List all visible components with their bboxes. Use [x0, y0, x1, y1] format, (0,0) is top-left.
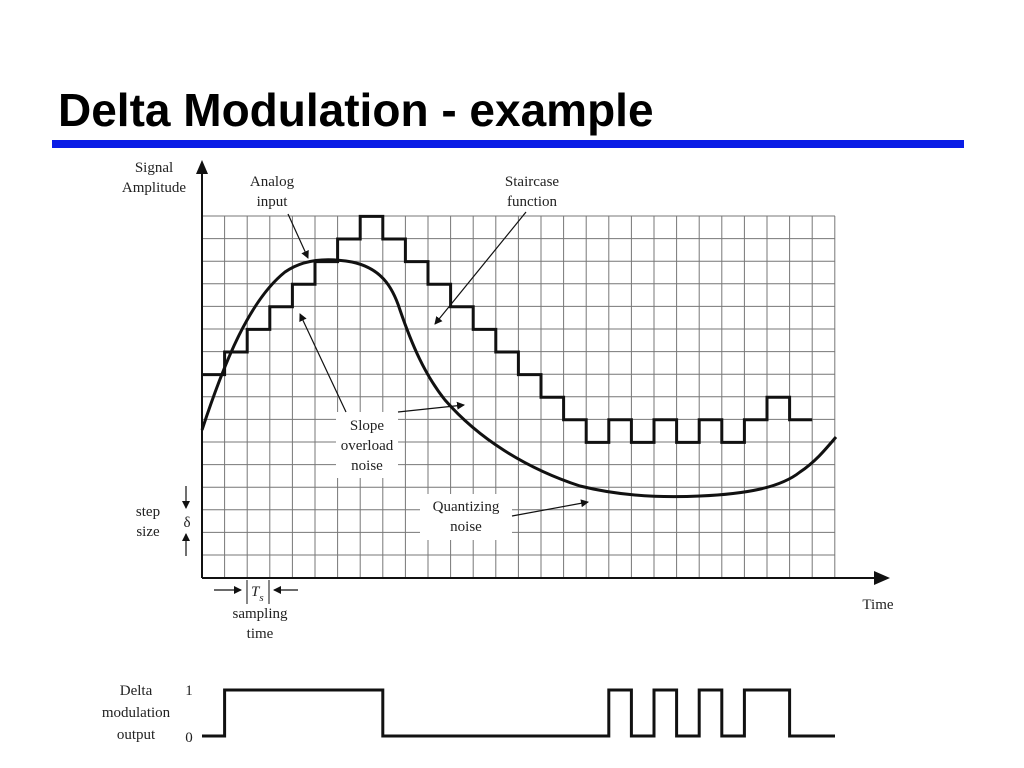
sampling-label-line1: sampling — [233, 606, 288, 622]
delta-modulation-output-waveform — [202, 688, 835, 738]
staircase-label-line2: function — [507, 194, 557, 210]
quantizing-label-line1: Quantizing — [433, 499, 500, 515]
title-underline — [52, 140, 964, 148]
slope-label-line2: overload — [341, 438, 394, 454]
y-axis-label-line2: Amplitude — [122, 180, 187, 196]
step-size-label-line2: size — [136, 524, 160, 540]
analog-label-line1: Analog — [250, 174, 295, 190]
x-axis-arrowhead — [874, 571, 890, 585]
quantizing-pointer-arrow — [511, 499, 589, 517]
slope-label-line3: noise — [351, 458, 383, 474]
step-size-label-line1: step — [136, 504, 160, 520]
x-axis-label: Time — [862, 597, 893, 613]
slope-label-line1: Slope — [350, 418, 385, 434]
level-zero-label: 0 — [185, 730, 193, 746]
staircase-function — [202, 214, 813, 444]
dm-output-label-line3: output — [117, 727, 156, 743]
ts-symbol: Ts — [251, 584, 264, 604]
slope-pointer-arrow-left — [299, 313, 347, 413]
slide-title: Delta Modulation - example — [58, 84, 654, 136]
quantizing-label-line2: noise — [450, 519, 482, 535]
analog-input-curve — [200, 258, 838, 499]
analog-pointer-arrow — [287, 213, 309, 259]
staircase-label-line1: Staircase — [505, 174, 559, 190]
staircase-pointer-arrow — [434, 211, 527, 325]
delta-symbol: δ — [183, 515, 190, 531]
dm-output-label-line1: Delta — [120, 683, 153, 699]
y-axis-label-line1: Signal — [135, 160, 173, 176]
sampling-label-line2: time — [247, 626, 274, 642]
slope-pointer-arrow-right — [397, 401, 465, 413]
y-axis-arrowhead — [196, 160, 208, 174]
analog-label-line2: input — [257, 194, 289, 210]
level-one-label: 1 — [185, 683, 193, 699]
sampling-grid — [202, 215, 836, 578]
dm-output-label-line2: modulation — [102, 705, 171, 721]
